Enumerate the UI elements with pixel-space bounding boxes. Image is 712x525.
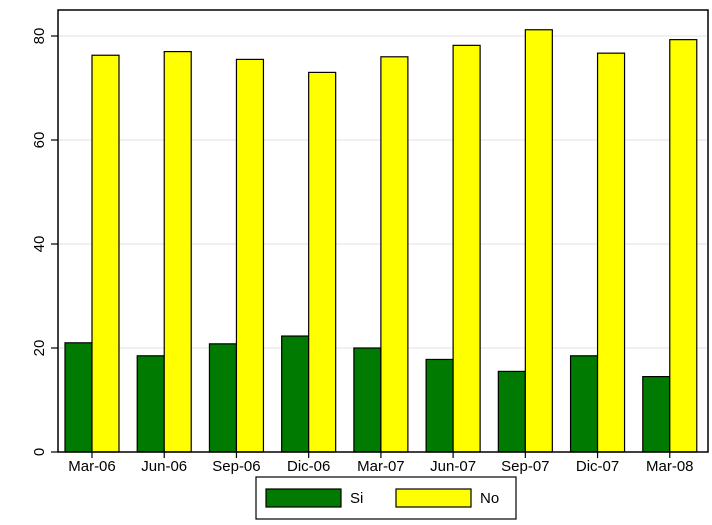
legend-swatch-no xyxy=(395,488,472,508)
legend-swatch-si xyxy=(265,488,342,508)
bar-no xyxy=(669,39,698,453)
x-tick-label: Mar-06 xyxy=(68,458,116,475)
bar-si xyxy=(281,335,310,453)
bar-no xyxy=(452,44,481,453)
bar-si xyxy=(353,347,382,453)
bar-no xyxy=(308,71,337,453)
y-tick-label: 20 xyxy=(31,340,48,357)
y-tick-label: 40 xyxy=(31,236,48,253)
x-tick-label: Sep-07 xyxy=(501,458,549,475)
axis-layer: 0 20 40 60 80 Mar-06 Jun-06 Sep-06 Dic-06 Mar-07 J… xyxy=(31,28,694,475)
x-tick-label: Dic-07 xyxy=(576,458,619,475)
bar-no xyxy=(163,50,192,453)
bars-layer xyxy=(64,29,698,453)
bar-no xyxy=(380,56,409,453)
bar-si xyxy=(569,355,599,453)
legend-label-no: No xyxy=(480,490,499,507)
x-tick-label: Jun-07 xyxy=(430,458,476,475)
bar-si xyxy=(425,358,454,453)
bar-no xyxy=(524,29,553,453)
bar-si xyxy=(642,376,671,453)
bar-no xyxy=(596,52,626,453)
x-tick-label: Sep-06 xyxy=(212,458,260,475)
bar-no xyxy=(91,54,120,453)
y-tick-label: 80 xyxy=(31,28,48,45)
legend-label-si: Si xyxy=(350,490,363,507)
plot-frame xyxy=(57,9,709,453)
y-tick-label: 0 xyxy=(31,448,48,456)
x-tick-label: Dic-06 xyxy=(287,458,330,475)
bar-si xyxy=(208,343,238,453)
y-tick-label: 60 xyxy=(31,132,48,149)
bar-si xyxy=(497,370,526,453)
bar-si xyxy=(136,355,165,453)
legend: Si No xyxy=(255,476,517,520)
bar-no xyxy=(235,58,265,453)
x-tick-label: Mar-07 xyxy=(357,458,405,475)
bar-si xyxy=(64,342,93,453)
x-tick-label: Mar-08 xyxy=(646,458,694,475)
x-tick-label: Jun-06 xyxy=(141,458,187,475)
